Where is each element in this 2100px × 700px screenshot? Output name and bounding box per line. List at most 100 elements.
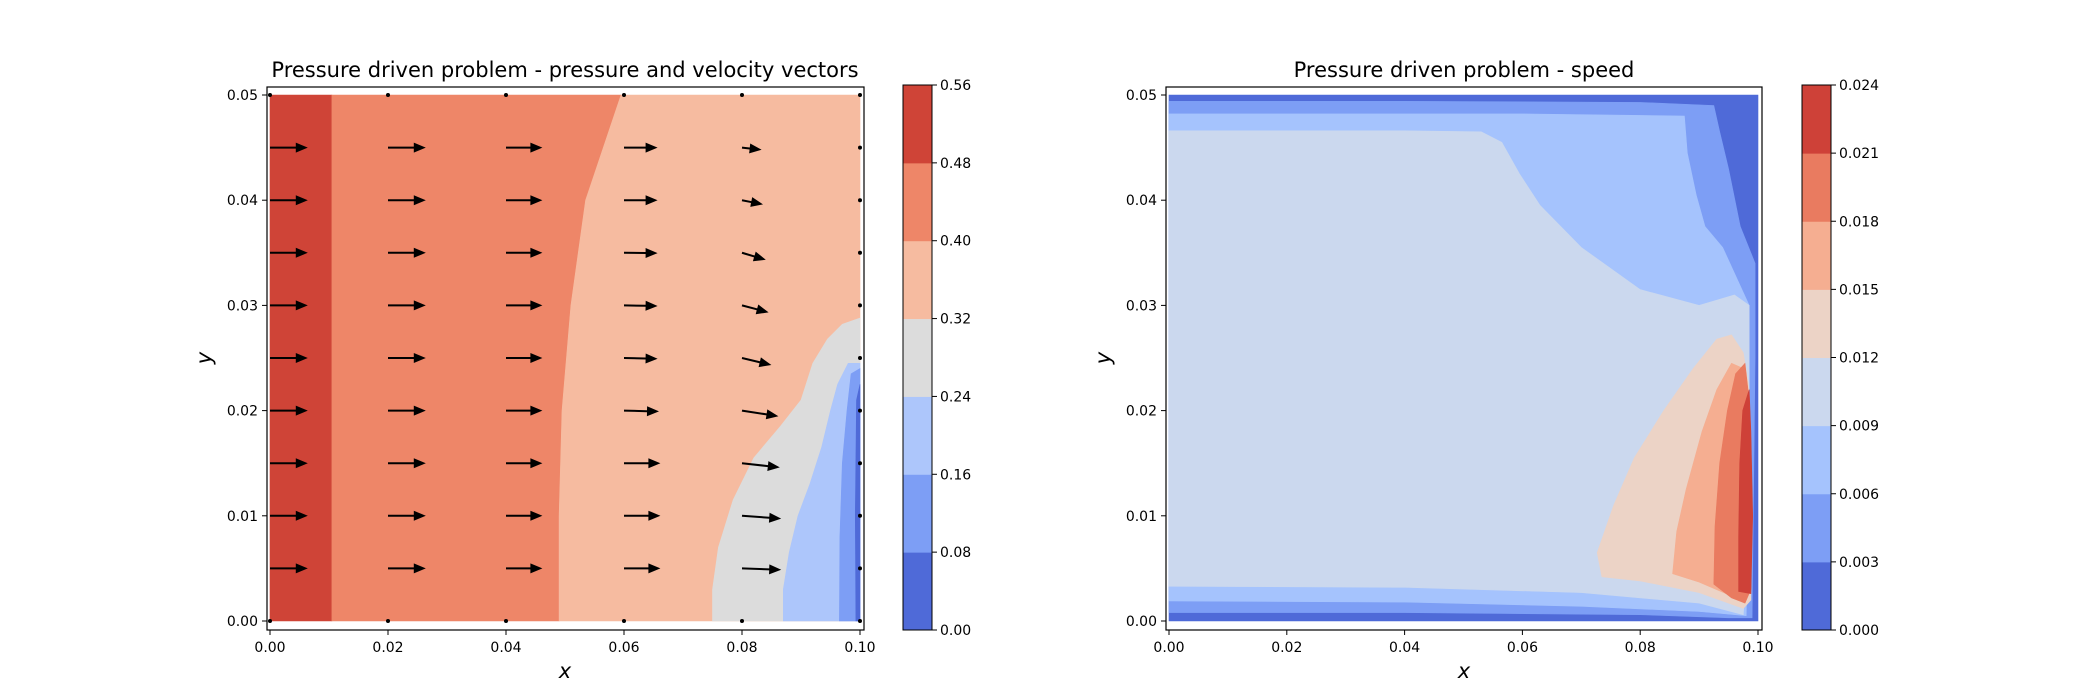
speed-colorbar-segment-4 xyxy=(1802,289,1831,358)
pressure-vector-4-4 xyxy=(741,357,772,368)
pressure-colorbar-segment-1 xyxy=(903,474,932,553)
speed-colorbar-label-5: 0.015 xyxy=(1839,282,1879,298)
speed-colorbar-label-7: 0.021 xyxy=(1839,146,1879,162)
pressure-ytick-label-5: 0.05 xyxy=(227,88,258,104)
pressure-ytick-label-2: 0.02 xyxy=(227,404,258,420)
pressure-boundary-dot-top-5 xyxy=(858,93,862,97)
pressure-vector-3-0 xyxy=(270,405,308,416)
speed-colorbar-label-3: 0.009 xyxy=(1839,419,1879,435)
pressure-vector-5-2 xyxy=(506,300,543,311)
pressure-vector-4-1 xyxy=(388,353,426,363)
speed-colorbar-segment-6 xyxy=(1802,153,1831,222)
pressure-colorbar-segment-3 xyxy=(903,318,932,397)
speed-xtick-label-1: 0.02 xyxy=(1271,640,1302,656)
pressure-vector-2-1 xyxy=(388,458,426,469)
pressure-vector-6-0 xyxy=(270,247,308,258)
pressure-vector-5-3 xyxy=(624,300,658,311)
pressure-vector-1-2 xyxy=(506,510,543,521)
pressure-xtick-label-1: 0.02 xyxy=(372,640,403,656)
pressure-vector-0-2 xyxy=(506,563,543,574)
pressure-xtick-label-2: 0.04 xyxy=(490,640,521,656)
pressure-colorbar-segment-4 xyxy=(903,240,932,320)
speed-colorbar-segment-0 xyxy=(1802,561,1831,631)
pressure-vector-0-1 xyxy=(388,563,426,574)
pressure-ytick-label-1: 0.01 xyxy=(227,509,258,525)
pressure-vector-6-4 xyxy=(741,251,766,262)
pressure-xtick-label-4: 0.08 xyxy=(726,640,757,656)
pressure-xtick-label-0: 0.00 xyxy=(254,640,285,656)
pressure-colorbar-label-6: 0.48 xyxy=(940,156,971,172)
pressure-colorbar-segment-2 xyxy=(903,396,932,475)
pressure-vector-7-1 xyxy=(388,195,426,206)
speed-colorbar-label-4: 0.012 xyxy=(1839,351,1879,367)
speed-xtick-label-3: 0.06 xyxy=(1507,640,1538,656)
speed-xtick-label-0: 0.00 xyxy=(1153,640,1184,656)
pressure-panel-xlabel: x xyxy=(558,659,572,683)
pressure-vector-6-5 xyxy=(858,250,862,255)
pressure-vector-8-0 xyxy=(270,142,308,153)
speed-colorbar-segment-1 xyxy=(1802,493,1831,563)
pressure-colorbar-label-2: 0.16 xyxy=(940,467,971,483)
pressure-vector-3-2 xyxy=(506,405,543,416)
pressure-vector-3-4 xyxy=(741,409,779,420)
pressure-vector-4-5 xyxy=(858,356,862,360)
pressure-vector-8-1 xyxy=(388,142,426,153)
pressure-boundary-dot-top-1 xyxy=(386,93,390,97)
pressure-vector-1-3 xyxy=(624,510,661,521)
pressure-vector-1-5 xyxy=(858,513,862,518)
speed-panel: Pressure driven problem - speed x y 0.00… xyxy=(1091,58,1879,683)
speed-axes-frame xyxy=(1165,86,1763,631)
pressure-vector-3-5 xyxy=(858,408,862,413)
pressure-panel: Pressure driven problem - pressure and v… xyxy=(192,58,971,683)
pressure-vector-0-0 xyxy=(270,563,308,574)
speed-ytick-label-0: 0.00 xyxy=(1126,614,1157,630)
pressure-vector-2-0 xyxy=(270,458,308,469)
pressure-vector-0-4 xyxy=(742,564,782,575)
speed-colorbar-label-0: 0.000 xyxy=(1839,623,1879,639)
speed-colorbar-label-8: 0.024 xyxy=(1839,78,1879,94)
pressure-vector-7-2 xyxy=(506,195,543,206)
pressure-vector-4-2 xyxy=(506,353,543,363)
pressure-vector-2-4 xyxy=(741,461,780,471)
pressure-vector-0-5 xyxy=(858,566,862,571)
pressure-vector-6-2 xyxy=(506,247,543,258)
pressure-boundary-dot-bottom-0 xyxy=(268,619,272,623)
pressure-boundary-dot-bottom-1 xyxy=(386,619,390,623)
pressure-boundary-dot-top-3 xyxy=(622,93,626,97)
pressure-boundary-dot-top-2 xyxy=(504,93,508,97)
pressure-colorbar-label-3: 0.24 xyxy=(940,389,971,405)
pressure-vector-5-5 xyxy=(858,303,862,308)
pressure-colorbar-segment-0 xyxy=(903,552,932,631)
pressure-vector-4-0 xyxy=(270,353,308,363)
pressure-axes-frame xyxy=(266,86,865,631)
pressure-contour-band-6 xyxy=(854,384,861,622)
pressure-colorbar-segment-6 xyxy=(903,85,932,164)
pressure-vector-1-0 xyxy=(270,510,308,521)
pressure-vector-2-5 xyxy=(858,461,862,466)
pressure-boundary-dot-bottom-3 xyxy=(622,619,626,623)
speed-xtick-label-2: 0.04 xyxy=(1389,640,1420,656)
pressure-vector-8-2 xyxy=(506,142,543,153)
pressure-boundary-dot-bottom-4 xyxy=(740,619,744,623)
pressure-vector-2-3 xyxy=(624,458,661,469)
pressure-vector-1-4 xyxy=(741,512,782,523)
pressure-vector-6-3 xyxy=(624,248,658,258)
pressure-vector-8-3 xyxy=(624,142,658,153)
pressure-vector-7-5 xyxy=(858,198,862,203)
pressure-xtick-label-5: 0.10 xyxy=(844,640,875,656)
pressure-vector-7-3 xyxy=(624,195,658,206)
pressure-ytick-label-4: 0.04 xyxy=(227,193,258,209)
speed-colorbar-segment-5 xyxy=(1802,221,1831,290)
pressure-ytick-label-0: 0.00 xyxy=(227,614,258,630)
pressure-colorbar-label-5: 0.40 xyxy=(940,234,971,250)
speed-colorbar-segment-2 xyxy=(1802,425,1831,495)
speed-panel-ylabel: y xyxy=(1091,351,1115,365)
pressure-vector-8-5 xyxy=(858,145,862,150)
speed-panel-title: Pressure driven problem - speed xyxy=(1294,58,1635,82)
speed-ytick-label-4: 0.04 xyxy=(1126,193,1157,209)
pressure-vector-5-4 xyxy=(741,304,769,315)
speed-xtick-label-4: 0.08 xyxy=(1625,640,1656,656)
pressure-vector-2-2 xyxy=(506,458,543,469)
pressure-vector-8-4 xyxy=(741,143,762,154)
